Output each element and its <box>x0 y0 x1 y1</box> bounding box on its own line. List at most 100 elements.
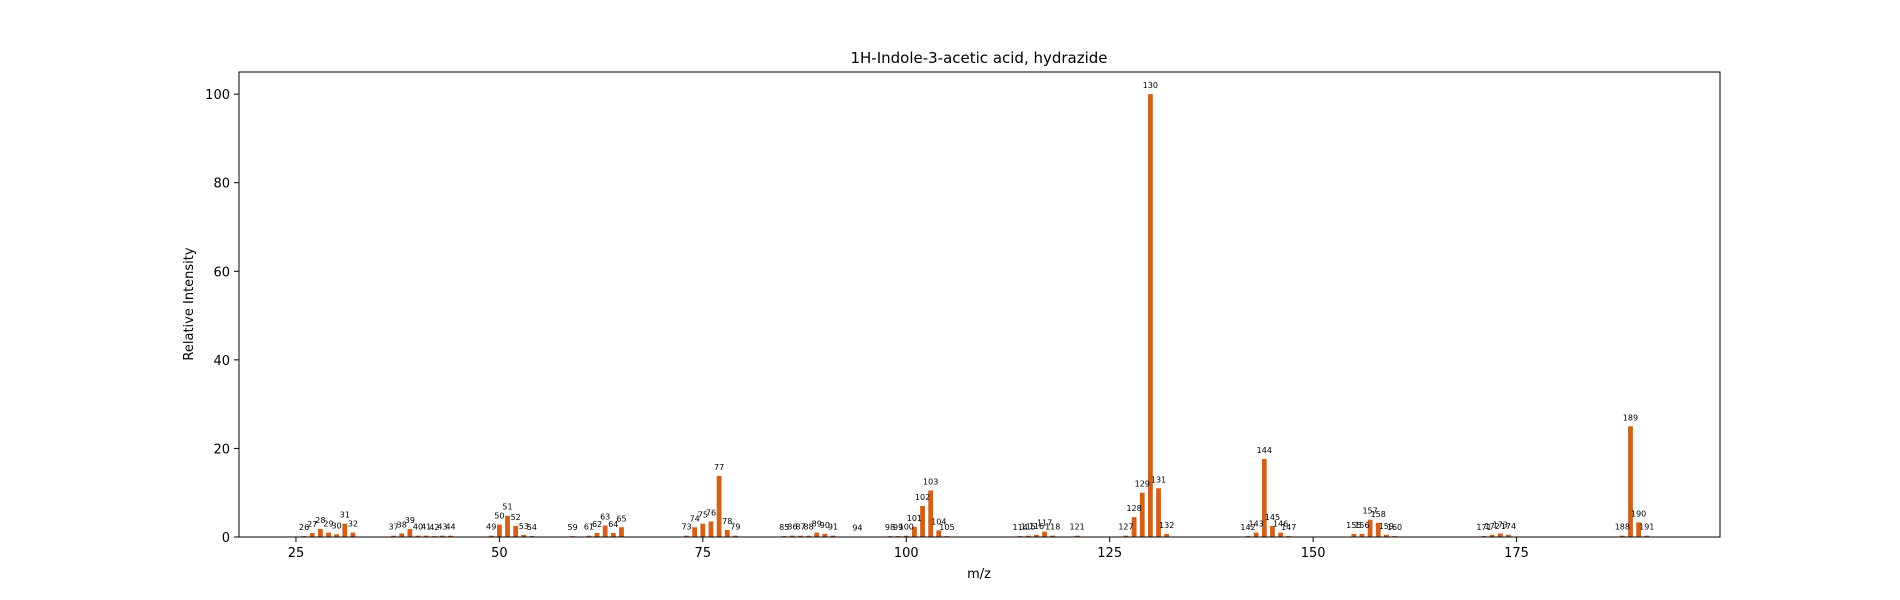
peak-label-32: 32 <box>348 520 358 529</box>
peak-bar-51 <box>505 515 510 537</box>
peak-label-43: 43 <box>437 523 447 532</box>
peak-label-63: 63 <box>600 512 610 521</box>
y-tick-label: 80 <box>213 177 230 192</box>
peak-bar-131 <box>1156 488 1161 537</box>
peak-bar-61 <box>586 535 592 537</box>
peak-label-28: 28 <box>315 516 325 525</box>
peak-label-59: 59 <box>568 523 578 532</box>
plot-frame <box>238 71 1721 538</box>
peak-label-61: 61 <box>584 523 594 532</box>
peak-label-118: 118 <box>1045 523 1060 532</box>
peak-label-145: 145 <box>1265 513 1280 522</box>
peak-label-102: 102 <box>915 493 930 502</box>
peak-bar-44 <box>448 535 453 537</box>
peak-bar-62 <box>594 533 600 537</box>
peak-label-144: 144 <box>1257 446 1272 455</box>
peak-bar-130 <box>1147 94 1153 537</box>
peak-label-103: 103 <box>923 478 938 487</box>
peak-bar-91 <box>830 535 836 537</box>
peak-label-44: 44 <box>445 523 455 532</box>
peak-label-91: 91 <box>828 523 838 532</box>
peak-bar-173 <box>1497 533 1503 537</box>
peak-label-42: 42 <box>429 523 439 532</box>
peak-bar-28 <box>317 529 323 537</box>
peak-bar-73 <box>684 535 689 537</box>
peak-label-159: 159 <box>1379 522 1394 531</box>
peak-label-77: 77 <box>714 463 724 472</box>
peak-label-101: 101 <box>907 514 922 523</box>
peak-bar-89 <box>814 532 820 537</box>
peak-label-94: 94 <box>852 524 862 533</box>
peak-label-172: 172 <box>1485 522 1500 531</box>
peak-bar-102 <box>920 506 925 537</box>
peak-label-121: 121 <box>1070 523 1085 532</box>
peak-bar-43 <box>440 535 445 537</box>
y-axis-ticks: 0 20 40 60 80 100 <box>205 88 239 546</box>
peak-bar-88 <box>806 535 812 537</box>
peak-bar-127 <box>1123 535 1129 537</box>
y-tick-label: 100 <box>205 88 230 103</box>
peak-bar-49 <box>488 535 494 537</box>
peak-label-88: 88 <box>804 523 814 532</box>
peak-bar-77 <box>716 475 722 537</box>
peak-bar-145 <box>1270 525 1275 537</box>
peak-bar-172 <box>1489 534 1495 537</box>
peak-label-87: 87 <box>795 523 805 532</box>
peak-bar-30 <box>334 534 340 537</box>
x-axis-ticks: 25 50 75 100 125 150 175 <box>288 537 1529 561</box>
x-tick-label: 25 <box>288 546 305 561</box>
peak-bar-31 <box>342 523 348 537</box>
peak-label-75: 75 <box>698 511 708 520</box>
peak-bar-52 <box>513 525 519 537</box>
peak-bar-86 <box>789 535 795 537</box>
x-axis-label: m/z <box>967 567 991 582</box>
peak-label-51: 51 <box>502 503 512 512</box>
peak-bar-128 <box>1131 517 1137 537</box>
x-tick-label: 175 <box>1504 546 1529 561</box>
peak-label-131: 131 <box>1151 475 1166 484</box>
peak-label-115: 115 <box>1021 523 1036 532</box>
peak-label-50: 50 <box>494 512 504 521</box>
peak-label-174: 174 <box>1501 522 1516 531</box>
peak-label-52: 52 <box>511 513 521 522</box>
peak-label-49: 49 <box>486 523 496 532</box>
peak-label-171: 171 <box>1476 523 1491 532</box>
peak-label-114: 114 <box>1013 523 1028 532</box>
peak-label-127: 127 <box>1118 523 1133 532</box>
peak-bar-121 <box>1074 535 1080 537</box>
peak-bar-155 <box>1351 533 1357 537</box>
peak-label-142: 142 <box>1240 523 1255 532</box>
peak-label-143: 143 <box>1249 520 1264 529</box>
y-axis-label: Relative Intensity <box>182 247 197 360</box>
x-tick-label: 100 <box>894 546 919 561</box>
peak-bar-53 <box>521 534 527 537</box>
peak-bar-50 <box>497 524 502 537</box>
peak-bar-75 <box>700 523 706 537</box>
peak-label-157: 157 <box>1362 507 1377 516</box>
y-tick-label: 40 <box>213 354 230 369</box>
peak-label-89: 89 <box>812 520 822 529</box>
peak-label-173: 173 <box>1493 520 1508 529</box>
peak-bar-27 <box>309 533 315 537</box>
peak-label-26: 26 <box>299 523 309 532</box>
peak-bar-146 <box>1278 532 1283 537</box>
peak-label-30: 30 <box>332 521 342 530</box>
peak-label-156: 156 <box>1354 521 1369 530</box>
peak-label-31: 31 <box>340 511 350 520</box>
peak-label-105: 105 <box>939 523 954 532</box>
peak-bar-115 <box>1025 535 1031 537</box>
peak-label-158: 158 <box>1371 510 1386 519</box>
peak-label-41: 41 <box>421 523 431 532</box>
peak-label-53: 53 <box>519 522 529 531</box>
peak-label-64: 64 <box>608 520 618 529</box>
peak-bar-188 <box>1619 535 1625 537</box>
peak-bar-63 <box>602 525 608 537</box>
peak-bar-79 <box>732 535 738 537</box>
peak-label-155: 155 <box>1346 521 1361 530</box>
peak-bar-118 <box>1050 535 1056 537</box>
y-tick-label: 0 <box>222 531 230 546</box>
peak-bar-189 <box>1628 426 1633 537</box>
peak-bar-32 <box>350 532 356 537</box>
peak-label-188: 188 <box>1615 523 1630 532</box>
